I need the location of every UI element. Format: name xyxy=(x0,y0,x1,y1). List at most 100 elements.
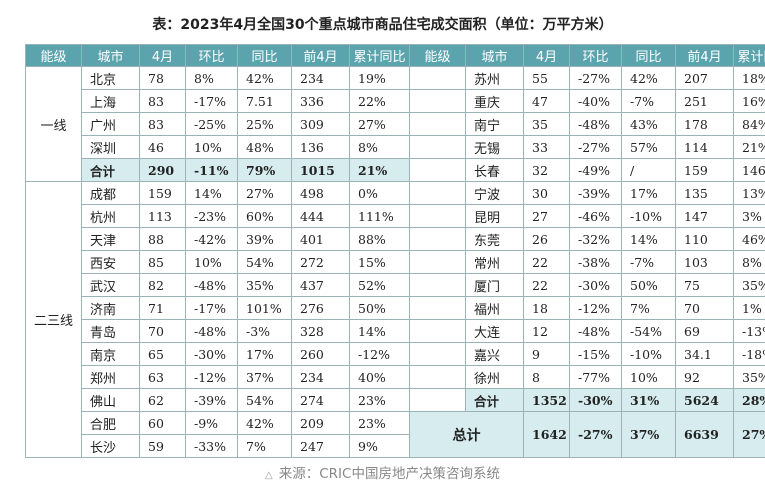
value-cell: 54% xyxy=(237,388,292,412)
city-cell: 长春 xyxy=(465,158,524,182)
city-cell: 成都 xyxy=(81,181,140,205)
value-cell: -17% xyxy=(185,296,238,320)
city-cell: 嘉兴 xyxy=(465,342,524,366)
value-cell: 209 xyxy=(291,411,350,435)
city-cell: 郑州 xyxy=(81,365,140,389)
value-cell: 18% xyxy=(733,66,765,90)
tier-cell xyxy=(409,365,466,389)
value-cell: 207 xyxy=(675,66,734,90)
column-header: 能级 xyxy=(409,44,466,67)
header-row: 能级城市4月环比同比前4月累计同比能级城市4月环比同比前4月累计同比 xyxy=(25,44,765,67)
value-cell: 101% xyxy=(237,296,292,320)
city-cell: 天津 xyxy=(81,227,140,251)
value-cell: 35% xyxy=(237,273,292,297)
column-header: 前4月 xyxy=(675,44,734,67)
value-cell: 111% xyxy=(349,204,410,228)
column-header: 前4月 xyxy=(291,44,350,67)
value-cell: 178 xyxy=(675,112,734,136)
value-cell: 1015 xyxy=(291,158,350,182)
value-cell: 21% xyxy=(733,135,765,159)
value-cell: 17% xyxy=(237,342,292,366)
city-cell: 南京 xyxy=(81,342,140,366)
value-cell: 498 xyxy=(291,181,350,205)
tier-cell xyxy=(409,135,466,159)
value-cell: 35% xyxy=(733,365,765,389)
value-cell: 75 xyxy=(675,273,734,297)
value-cell: 12 xyxy=(523,319,570,343)
value-cell: 290 xyxy=(139,158,186,182)
city-cell: 济南 xyxy=(81,296,140,320)
table-row: 杭州 113 -23% 60% 444 111% 昆明 27 -46% -10% 147 3% xyxy=(26,204,765,228)
value-cell: 3% xyxy=(733,204,765,228)
city-cell: 无锡 xyxy=(465,135,524,159)
tier-cell xyxy=(409,204,466,228)
value-cell: 328 xyxy=(291,319,350,343)
value-cell: -18% xyxy=(733,342,765,366)
value-cell: 70 xyxy=(675,296,734,320)
value-cell: 83 xyxy=(139,112,186,136)
value-cell: 57% xyxy=(621,135,676,159)
city-cell: 杭州 xyxy=(81,204,140,228)
value-cell: 88% xyxy=(349,227,410,251)
value-cell: / xyxy=(621,158,676,182)
city-cell: 合肥 xyxy=(81,411,140,435)
value-cell: 92 xyxy=(675,365,734,389)
value-cell: -12% xyxy=(569,296,622,320)
total-cell: -30% xyxy=(569,388,622,412)
value-cell: -15% xyxy=(569,342,622,366)
value-cell: 276 xyxy=(291,296,350,320)
value-cell: 27% xyxy=(237,181,292,205)
value-cell: 159 xyxy=(139,181,186,205)
value-cell: 42% xyxy=(237,66,292,90)
total-cell: 31% xyxy=(621,388,676,412)
tier-cell xyxy=(409,89,466,113)
value-cell: 10% xyxy=(185,135,238,159)
value-cell: -33% xyxy=(185,434,238,458)
value-cell: -39% xyxy=(569,181,622,205)
value-cell: 52% xyxy=(349,273,410,297)
value-cell: -49% xyxy=(569,158,622,182)
value-cell: 16% xyxy=(733,89,765,113)
value-cell: 146% xyxy=(733,158,765,182)
value-cell: 43% xyxy=(621,112,676,136)
value-cell: -12% xyxy=(185,365,238,389)
value-cell: 63 xyxy=(139,365,186,389)
tier-cell xyxy=(409,388,466,412)
value-cell: 444 xyxy=(291,204,350,228)
value-cell: 27 xyxy=(523,204,570,228)
value-cell: 23% xyxy=(349,388,410,412)
column-header: 环比 xyxy=(569,44,622,67)
city-cell: 昆明 xyxy=(465,204,524,228)
city-cell: 重庆 xyxy=(465,89,524,113)
value-cell: 8% xyxy=(733,250,765,274)
value-cell: 65 xyxy=(139,342,186,366)
total-cell: 28% xyxy=(733,388,765,412)
tier-cell xyxy=(409,66,466,90)
value-cell: -11% xyxy=(185,158,238,182)
value-cell: 54% xyxy=(237,250,292,274)
value-cell: 336 xyxy=(291,89,350,113)
table-row: 济南 71 -17% 101% 276 50% 福州 18 -12% 7% 70 1% xyxy=(26,296,765,320)
value-cell: 62 xyxy=(139,388,186,412)
value-cell: 32 xyxy=(523,158,570,182)
grand-total-cell: -27% xyxy=(569,411,622,458)
value-cell: 40% xyxy=(349,365,410,389)
value-cell: -13% xyxy=(733,319,765,343)
city-cell: 西安 xyxy=(81,250,140,274)
value-cell: 9 xyxy=(523,342,570,366)
value-cell: 60% xyxy=(237,204,292,228)
value-cell: 234 xyxy=(291,365,350,389)
city-cell: 厦门 xyxy=(465,273,524,297)
value-cell: 22 xyxy=(523,273,570,297)
tier-cell xyxy=(409,273,466,297)
value-cell: 82 xyxy=(139,273,186,297)
tier-label: 二三线 xyxy=(25,181,82,458)
value-cell: 7.51 xyxy=(237,89,292,113)
city-cell: 深圳 xyxy=(81,135,140,159)
